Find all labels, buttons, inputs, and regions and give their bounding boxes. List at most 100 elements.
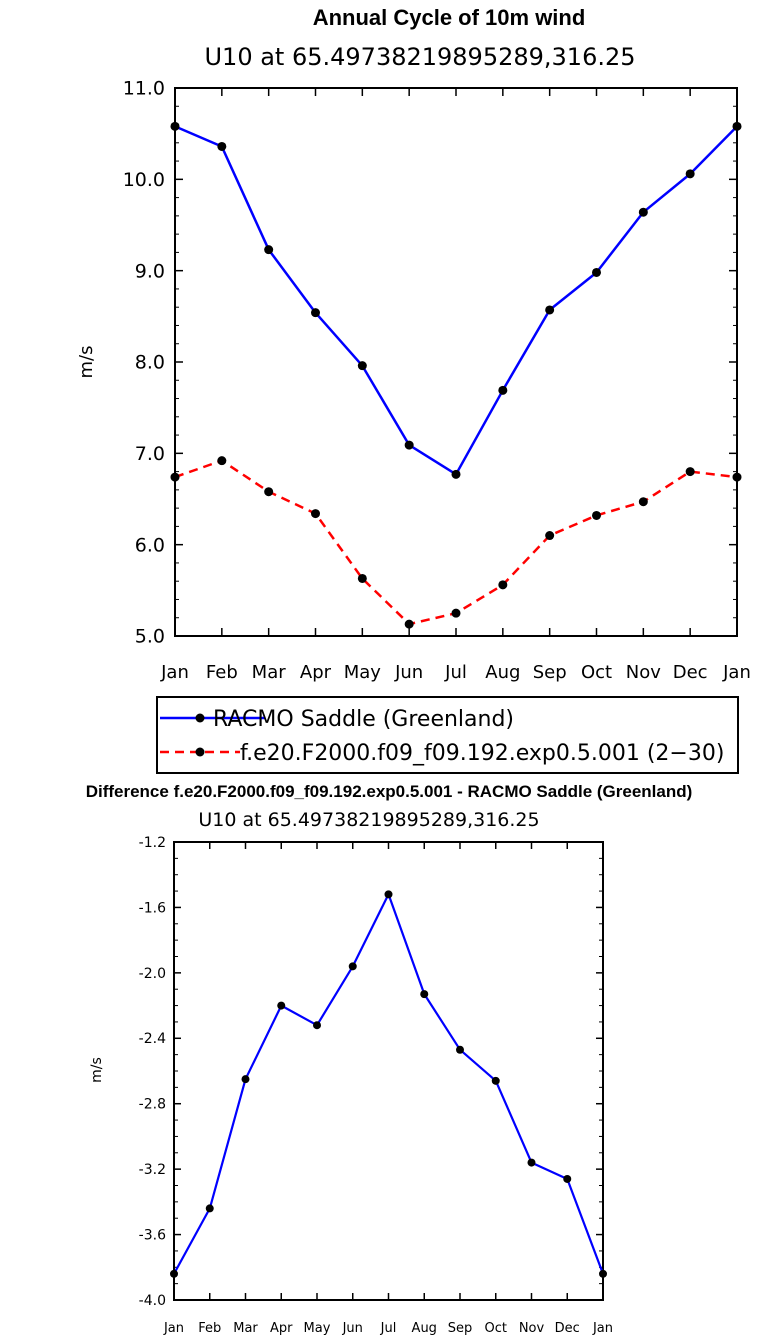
data-point bbox=[456, 1045, 464, 1054]
series-line-1 bbox=[174, 459, 738, 626]
data-point bbox=[170, 121, 180, 131]
y-tick-label: -4.0 bbox=[139, 1293, 166, 1309]
x-tick-label: Oct bbox=[581, 662, 612, 683]
data-point bbox=[357, 573, 367, 583]
data-point bbox=[545, 305, 555, 315]
data-point bbox=[498, 580, 508, 590]
data-point bbox=[313, 1021, 321, 1030]
x-tick-label: Nov bbox=[519, 1321, 545, 1336]
x-tick-label: Sep bbox=[533, 662, 567, 683]
data-point bbox=[685, 169, 695, 179]
data-point bbox=[264, 487, 274, 497]
y-tick-label: 11.0 bbox=[123, 78, 165, 100]
chart1-subtitle: U10 at 65.49738219895289,316.25 bbox=[204, 43, 635, 71]
data-point bbox=[638, 497, 648, 507]
data-point bbox=[264, 245, 274, 255]
chart1-ylabel: m/s bbox=[76, 346, 97, 379]
data-point bbox=[451, 469, 461, 479]
x-tick-label: Jan bbox=[722, 662, 751, 683]
chart2-ylabel: m/s bbox=[89, 1057, 105, 1083]
data-point bbox=[277, 1001, 286, 1010]
data-point bbox=[685, 467, 695, 477]
data-point bbox=[451, 608, 461, 618]
x-tick-label: Aug bbox=[412, 1321, 437, 1336]
difference-chart: Difference f.e20.F2000.f09_f09.192.exp0.… bbox=[86, 782, 693, 1336]
data-point bbox=[498, 385, 508, 395]
x-tick-label: Jul bbox=[380, 1321, 397, 1336]
legend-label-model: f.e20.F2000.f09_f09.192.exp0.5.001 (2−30… bbox=[240, 741, 724, 766]
data-point bbox=[592, 510, 601, 520]
data-point bbox=[170, 1269, 178, 1278]
legend-marker-model bbox=[195, 747, 205, 757]
x-tick-label: Mar bbox=[233, 1321, 258, 1336]
data-point bbox=[357, 361, 367, 371]
legend-label-racmo: RACMO Saddle (Greenland) bbox=[213, 707, 514, 732]
x-tick-label: Oct bbox=[485, 1321, 507, 1336]
data-point bbox=[599, 1269, 607, 1278]
data-point bbox=[638, 207, 648, 217]
x-tick-label: Mar bbox=[252, 662, 287, 683]
data-point bbox=[732, 121, 742, 131]
chart2-subtitle: U10 at 65.49738219895289,316.25 bbox=[198, 809, 539, 831]
data-point bbox=[384, 890, 393, 899]
data-point bbox=[311, 509, 320, 519]
y-tick-label: -2.8 bbox=[139, 1097, 166, 1113]
data-point bbox=[491, 1076, 500, 1085]
x-tick-label: Apr bbox=[300, 662, 332, 683]
y-tick-label: -2.4 bbox=[139, 1031, 166, 1047]
legend-box bbox=[156, 696, 739, 774]
x-tick-label: Jan bbox=[163, 1321, 184, 1336]
annual-cycle-chart: Annual Cycle of 10m wind U10 at 65.49738… bbox=[76, 5, 751, 774]
legend-marker-racmo bbox=[195, 713, 205, 723]
y-tick-label: -2.0 bbox=[139, 966, 166, 982]
chart1-title: Annual Cycle of 10m wind bbox=[313, 5, 586, 30]
data-point bbox=[527, 1158, 536, 1167]
y-tick-label: 5.0 bbox=[135, 626, 165, 648]
y-tick-label: -3.2 bbox=[139, 1162, 166, 1178]
x-tick-label: May bbox=[344, 662, 382, 683]
data-point bbox=[170, 472, 180, 482]
y-tick-label: -1.6 bbox=[139, 900, 166, 916]
y-tick-label: 8.0 bbox=[135, 352, 165, 374]
y-tick-label: -3.6 bbox=[139, 1227, 166, 1243]
data-point bbox=[404, 440, 414, 450]
chart2-title: Difference f.e20.F2000.f09_f09.192.exp0.… bbox=[86, 782, 693, 801]
y-tick-label: -1.2 bbox=[139, 835, 166, 851]
x-tick-label: Jan bbox=[160, 662, 189, 683]
x-tick-label: May bbox=[304, 1321, 331, 1336]
plot-frame bbox=[173, 841, 604, 1301]
y-tick-label: 7.0 bbox=[135, 443, 165, 465]
x-tick-label: Dec bbox=[673, 662, 708, 683]
x-tick-label: Apr bbox=[270, 1321, 293, 1336]
data-point bbox=[311, 308, 320, 318]
x-tick-label: Jun bbox=[342, 1321, 363, 1336]
x-tick-label: Jan bbox=[592, 1321, 613, 1336]
data-point bbox=[545, 531, 555, 541]
x-tick-label: Feb bbox=[206, 662, 238, 683]
y-tick-label: 6.0 bbox=[135, 534, 165, 556]
data-point bbox=[217, 141, 227, 151]
x-tick-label: Jul bbox=[444, 662, 467, 683]
series-line-0 bbox=[173, 893, 605, 1275]
plot-frame bbox=[174, 87, 738, 637]
x-tick-label: Sep bbox=[448, 1321, 473, 1336]
x-tick-label: Feb bbox=[198, 1321, 221, 1336]
x-tick-label: Jun bbox=[394, 662, 423, 683]
data-point bbox=[420, 990, 429, 999]
y-tick-label: 9.0 bbox=[135, 260, 165, 282]
legend: RACMO Saddle (Greenland) f.e20.F2000.f09… bbox=[156, 696, 739, 774]
data-point bbox=[217, 456, 227, 466]
data-point bbox=[348, 962, 357, 971]
data-point bbox=[241, 1075, 250, 1084]
x-tick-label: Nov bbox=[626, 662, 661, 683]
data-point bbox=[205, 1204, 214, 1213]
x-tick-label: Dec bbox=[555, 1321, 580, 1336]
y-tick-label: 10.0 bbox=[123, 169, 165, 191]
data-point bbox=[404, 619, 414, 629]
data-point bbox=[592, 267, 601, 277]
series-line-0 bbox=[174, 125, 738, 476]
data-point bbox=[563, 1174, 572, 1183]
x-tick-label: Aug bbox=[485, 662, 520, 683]
data-point bbox=[732, 472, 742, 482]
